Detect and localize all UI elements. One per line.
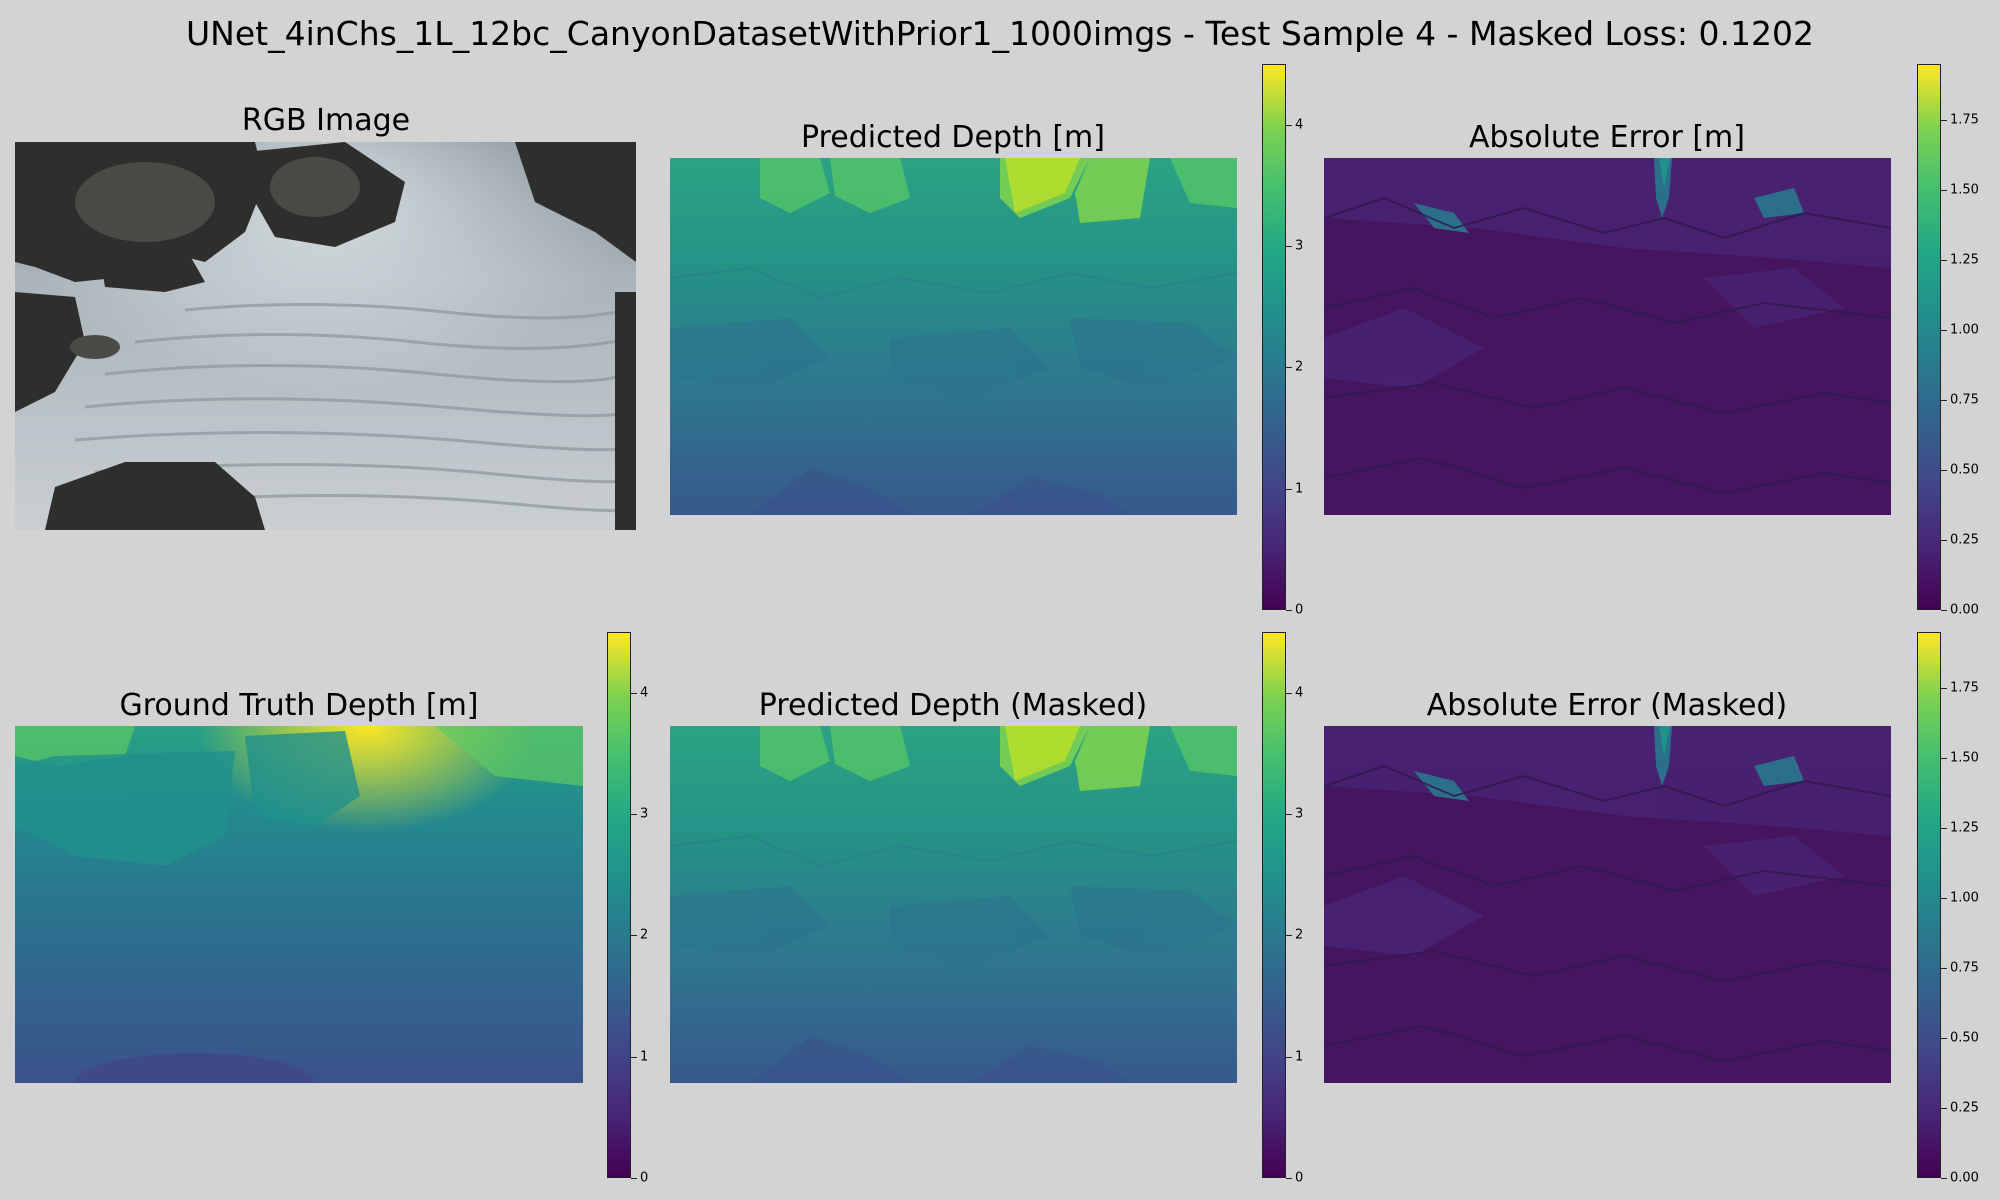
colorbar-tick-label: 0.50 <box>1950 1030 1979 1046</box>
colorbar-tick <box>1941 828 1947 829</box>
colorbar-tick-label: 4 <box>1295 685 1304 701</box>
colorbar-tick-label: 4 <box>640 685 649 701</box>
rgb-image <box>15 142 636 530</box>
colorbar-tick <box>631 1178 637 1179</box>
colorbar-tick <box>1286 367 1292 368</box>
colorbar-tick-label: 3 <box>1295 806 1304 822</box>
colorbar-tick <box>1941 260 1947 261</box>
colorbar-tick-label: 3 <box>640 806 649 822</box>
colorbar-tick-label: 0 <box>640 1170 649 1186</box>
colorbar-absolute-error-masked <box>1917 632 1941 1178</box>
colorbar-tick <box>1286 610 1292 611</box>
colorbar-tick <box>631 814 637 815</box>
colorbar-tick <box>1286 814 1292 815</box>
absolute-error-title: Absolute Error [m] <box>1469 120 1745 155</box>
predicted-depth-masked-heatmap <box>670 726 1237 1083</box>
absolute-error-masked-heatmap <box>1324 726 1891 1083</box>
colorbar-predicted-depth <box>1262 64 1286 610</box>
colorbar-tick <box>1941 190 1947 191</box>
absolute-error-heatmap <box>1324 158 1891 515</box>
colorbar-tick <box>1286 246 1292 247</box>
colorbar-tick <box>1941 330 1947 331</box>
absolute-error-masked-title: Absolute Error (Masked) <box>1426 688 1788 723</box>
colorbar-tick <box>1286 489 1292 490</box>
colorbar-tick <box>1941 610 1947 611</box>
colorbar-tick <box>1941 968 1947 969</box>
colorbar-tick-label: 0.00 <box>1950 602 1979 618</box>
colorbar-tick <box>1286 935 1292 936</box>
ground-truth-title: Ground Truth Depth [m] <box>119 688 479 723</box>
colorbar-tick <box>1941 1108 1947 1109</box>
colorbar-tick-label: 0.50 <box>1950 462 1979 478</box>
colorbar-tick-label: 2 <box>1295 927 1304 943</box>
colorbar-tick-label: 0.25 <box>1950 1100 1979 1116</box>
colorbar-tick <box>1941 470 1947 471</box>
colorbar-tick-label: 2 <box>1295 359 1304 375</box>
colorbar-tick-label: 0 <box>1295 1170 1304 1186</box>
ground-truth-heatmap <box>15 726 583 1083</box>
colorbar-tick-label: 1.25 <box>1950 252 1979 268</box>
figure-title: UNet_4inChs_1L_12bc_CanyonDatasetWithPri… <box>186 14 1814 53</box>
predicted-depth-masked-title: Predicted Depth (Masked) <box>758 688 1148 723</box>
colorbar-tick-label: 1.00 <box>1950 322 1979 338</box>
colorbar-tick <box>1941 898 1947 899</box>
colorbar-tick-label: 0.75 <box>1950 960 1979 976</box>
colorbar-absolute-error <box>1917 64 1941 610</box>
colorbar-tick-label: 1.00 <box>1950 890 1979 906</box>
colorbar-tick <box>1941 758 1947 759</box>
colorbar-tick-label: 0 <box>1295 602 1304 618</box>
colorbar-tick <box>1941 688 1947 689</box>
colorbar-tick-label: 1 <box>640 1049 649 1065</box>
predicted-depth-heatmap <box>670 158 1237 515</box>
colorbar-tick-label: 1.75 <box>1950 112 1979 128</box>
colorbar-tick <box>631 693 637 694</box>
colorbar-tick-label: 1.50 <box>1950 750 1979 766</box>
colorbar-tick <box>1941 1178 1947 1179</box>
colorbar-tick <box>1941 540 1947 541</box>
colorbar-tick-label: 1 <box>1295 481 1304 497</box>
colorbar-tick-label: 3 <box>1295 238 1304 254</box>
colorbar-tick <box>1941 400 1947 401</box>
colorbar-ground-truth <box>607 632 631 1178</box>
colorbar-tick <box>631 935 637 936</box>
colorbar-tick <box>1286 125 1292 126</box>
colorbar-tick-label: 1 <box>1295 1049 1304 1065</box>
colorbar-tick-label: 4 <box>1295 117 1304 133</box>
colorbar-tick <box>631 1057 637 1058</box>
colorbar-tick <box>1286 1057 1292 1058</box>
colorbar-tick <box>1286 693 1292 694</box>
colorbar-tick-label: 0.75 <box>1950 392 1979 408</box>
colorbar-tick-label: 2 <box>640 927 649 943</box>
colorbar-tick <box>1941 1038 1947 1039</box>
colorbar-tick-label: 0.00 <box>1950 1170 1979 1186</box>
colorbar-tick-label: 1.75 <box>1950 680 1979 696</box>
predicted-depth-title: Predicted Depth [m] <box>801 120 1105 155</box>
colorbar-predicted-depth-masked <box>1262 632 1286 1178</box>
colorbar-tick <box>1286 1178 1292 1179</box>
colorbar-tick <box>1941 120 1947 121</box>
rgb-image-title: RGB Image <box>241 103 411 138</box>
colorbar-tick-label: 0.25 <box>1950 532 1979 548</box>
colorbar-tick-label: 1.50 <box>1950 182 1979 198</box>
colorbar-tick-label: 1.25 <box>1950 820 1979 836</box>
